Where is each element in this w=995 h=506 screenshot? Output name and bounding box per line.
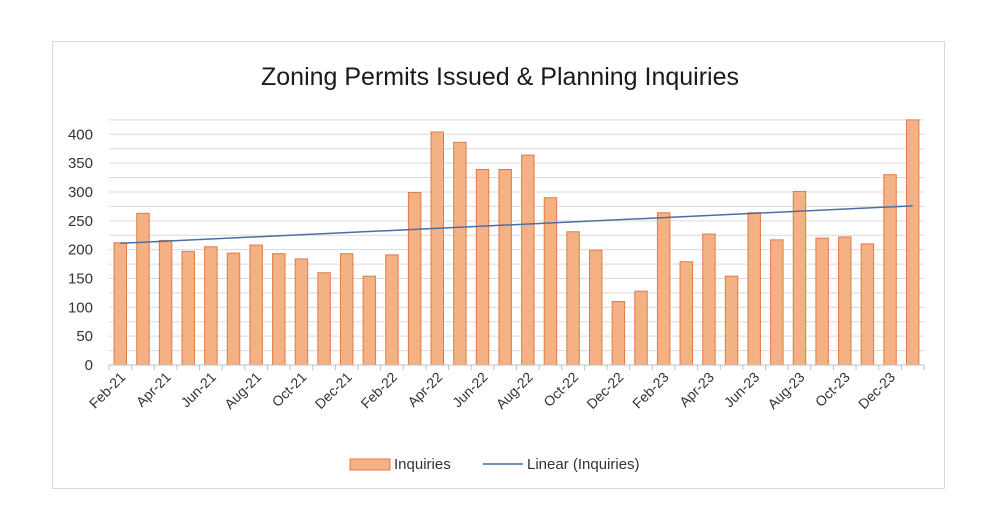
chart-svg: Zoning Permits Issued & Planning Inquiri… <box>68 63 925 473</box>
bar-feb-21 <box>113 242 128 366</box>
bar-mar-23 <box>679 261 694 366</box>
x-tick-label: Dec-21 <box>312 369 355 412</box>
bar-oct-23 <box>838 236 852 366</box>
x-tick-label: Oct-21 <box>269 369 310 410</box>
bar-apr-23 <box>702 233 716 366</box>
x-tick-label: Oct-23 <box>812 369 853 410</box>
y-axis-ticks: 0 50 100 150 200 250 300 350 400 <box>68 126 93 374</box>
y-tick-label: 250 <box>68 213 93 230</box>
bar-jun-22 <box>475 168 490 366</box>
bar-dec-22 <box>611 301 626 366</box>
bar-may-23 <box>724 275 739 366</box>
x-tick-label: Apr-23 <box>676 369 717 410</box>
legend: Inquiries Linear (Inquiries) <box>349 456 640 473</box>
bar-apr-22 <box>430 131 444 366</box>
trendline-series <box>120 205 913 245</box>
y-tick-label: 150 <box>68 270 93 287</box>
y-tick-label: 300 <box>68 184 93 201</box>
legend-swatch-inquiries <box>349 458 391 471</box>
bar-nov-22 <box>589 249 603 366</box>
x-tick-label: Jun-21 <box>177 369 219 411</box>
bar-series <box>113 119 920 366</box>
bar-jul-23 <box>770 239 784 366</box>
legend-label-trendline: Linear (Inquiries) <box>527 456 640 473</box>
bar-oct-22 <box>566 231 580 366</box>
y-tick-label: 0 <box>85 357 93 374</box>
bar-oct-21 <box>294 258 309 366</box>
x-tick-label: Aug-23 <box>764 369 807 412</box>
x-tick-label: Feb-21 <box>86 369 129 412</box>
x-tick-label: Oct-22 <box>540 369 581 410</box>
x-tick-label: Dec-23 <box>855 369 898 412</box>
chart-frame: Zoning Permits Issued & Planning Inquiri… <box>52 41 945 489</box>
bar-jan-23 <box>634 290 648 366</box>
y-tick-label: 50 <box>76 328 93 345</box>
x-axis-ticks: Feb-21 Apr-21 Jun-21 Aug-21 Oct-21 Dec-21 Feb-… <box>86 369 899 412</box>
bar-mar-21 <box>136 212 150 366</box>
x-tick-label: Feb-23 <box>629 369 672 412</box>
bar-feb-23 <box>656 212 671 366</box>
bar-aug-21 <box>249 244 263 366</box>
bar-jan-22 <box>362 275 377 366</box>
x-tick-label: Aug-21 <box>221 369 264 412</box>
x-axis <box>108 364 925 370</box>
bar-jun-23 <box>747 212 761 366</box>
x-tick-label: Jun-23 <box>721 369 763 411</box>
legend-label-inquiries: Inquiries <box>394 456 451 473</box>
bar-nov-21 <box>317 272 331 366</box>
x-tick-label: Dec-22 <box>583 369 626 412</box>
gridlines <box>109 119 924 352</box>
bar-dec-21 <box>339 253 354 366</box>
y-tick-label: 200 <box>68 242 93 259</box>
bar-aug-23 <box>792 190 807 366</box>
y-tick-label: 400 <box>68 126 93 143</box>
bar-sep-23 <box>815 237 829 366</box>
bar-jan-24 <box>905 119 920 366</box>
chart-title: Zoning Permits Issued & Planning Inquiri… <box>261 63 739 91</box>
bar-jun-21 <box>204 246 218 366</box>
bar-feb-22 <box>385 254 399 366</box>
bar-jul-21 <box>226 252 241 366</box>
x-tick-label: Apr-21 <box>133 369 174 410</box>
bar-may-21 <box>181 250 195 366</box>
bar-mar-22 <box>407 192 422 366</box>
bar-may-22 <box>453 141 467 366</box>
bar-sep-21 <box>272 253 286 366</box>
bar-nov-23 <box>860 243 875 366</box>
x-tick-label: Apr-22 <box>404 369 445 410</box>
y-tick-label: 100 <box>68 299 93 316</box>
x-tick-label: Jun-22 <box>449 369 491 411</box>
x-tick-label: Feb-22 <box>357 369 400 412</box>
bar-jul-22 <box>498 168 512 366</box>
bar-dec-23 <box>883 174 897 366</box>
bar-aug-22 <box>521 154 535 366</box>
x-tick-label: Aug-22 <box>493 369 536 412</box>
trendline <box>120 205 913 245</box>
y-tick-label: 350 <box>68 155 93 172</box>
bar-apr-21 <box>158 239 173 366</box>
